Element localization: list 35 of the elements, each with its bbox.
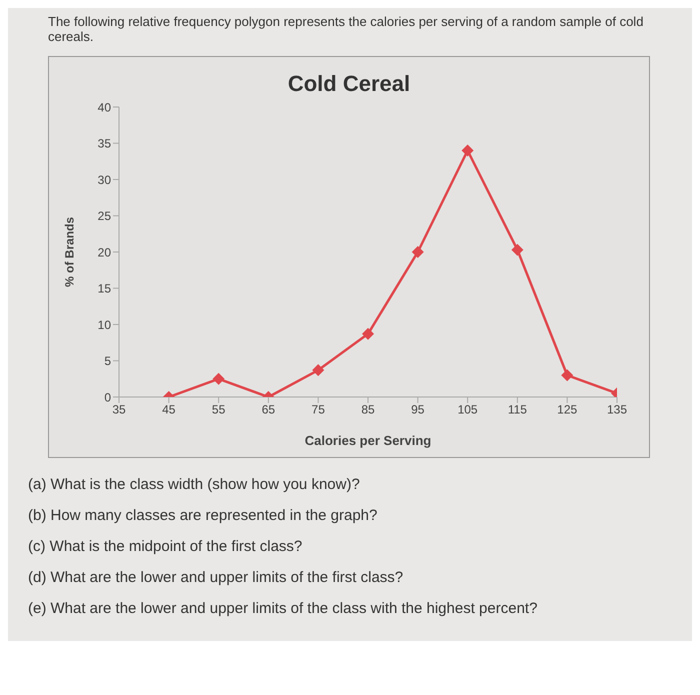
x-tick-label: 115 [508,402,528,417]
y-tick-label: 0 [104,390,112,404]
text: The following relative frequency polygon represents the calories per serving of a random sample of cold cereals. [48,14,644,44]
text: (e) What are the lower and upper limits of the class with the highest percent? [28,600,538,617]
point [362,328,374,340]
x-tick-label: 135 [606,402,628,417]
x-tick-label: 125 [557,402,578,417]
chart-title: Cold Cereal [286,71,412,97]
text: (c) What is the midpoint of the first class? [28,538,304,555]
y-axis-title: % of Brands [62,216,76,288]
text: (b) How many classes are represented in the graph? [28,507,378,524]
y-tick-label: 40 [98,100,112,114]
y-tick-label: 10 [98,318,112,332]
x-tick-label: 65 [262,402,276,417]
text: (a) What is the class width (show how you know)? [28,476,361,493]
point [462,144,474,156]
y-tick-label: 20 [98,245,112,260]
y-tick-label: 30 [98,172,112,187]
point [511,244,524,256]
y-tick-label: 5 [104,354,112,368]
point [212,372,225,385]
x-axis-title: Calories per Serving [304,433,432,448]
x-tick-label: 85 [361,402,375,417]
point [312,364,324,376]
point [412,246,424,258]
text: (d) What are the lower and upper limits of the first class? [28,569,404,586]
x-tick-label: 75 [312,402,326,417]
x-tick-label: 45 [162,402,176,417]
y-tick-label: 25 [98,209,112,224]
point [561,369,574,382]
y-tick-label: 35 [98,136,112,151]
x-tick-label: 95 [411,402,425,417]
x-tick-label: 55 [212,402,226,417]
y-tick-label: 15 [98,282,112,296]
x-tick-label: 105 [458,402,478,417]
